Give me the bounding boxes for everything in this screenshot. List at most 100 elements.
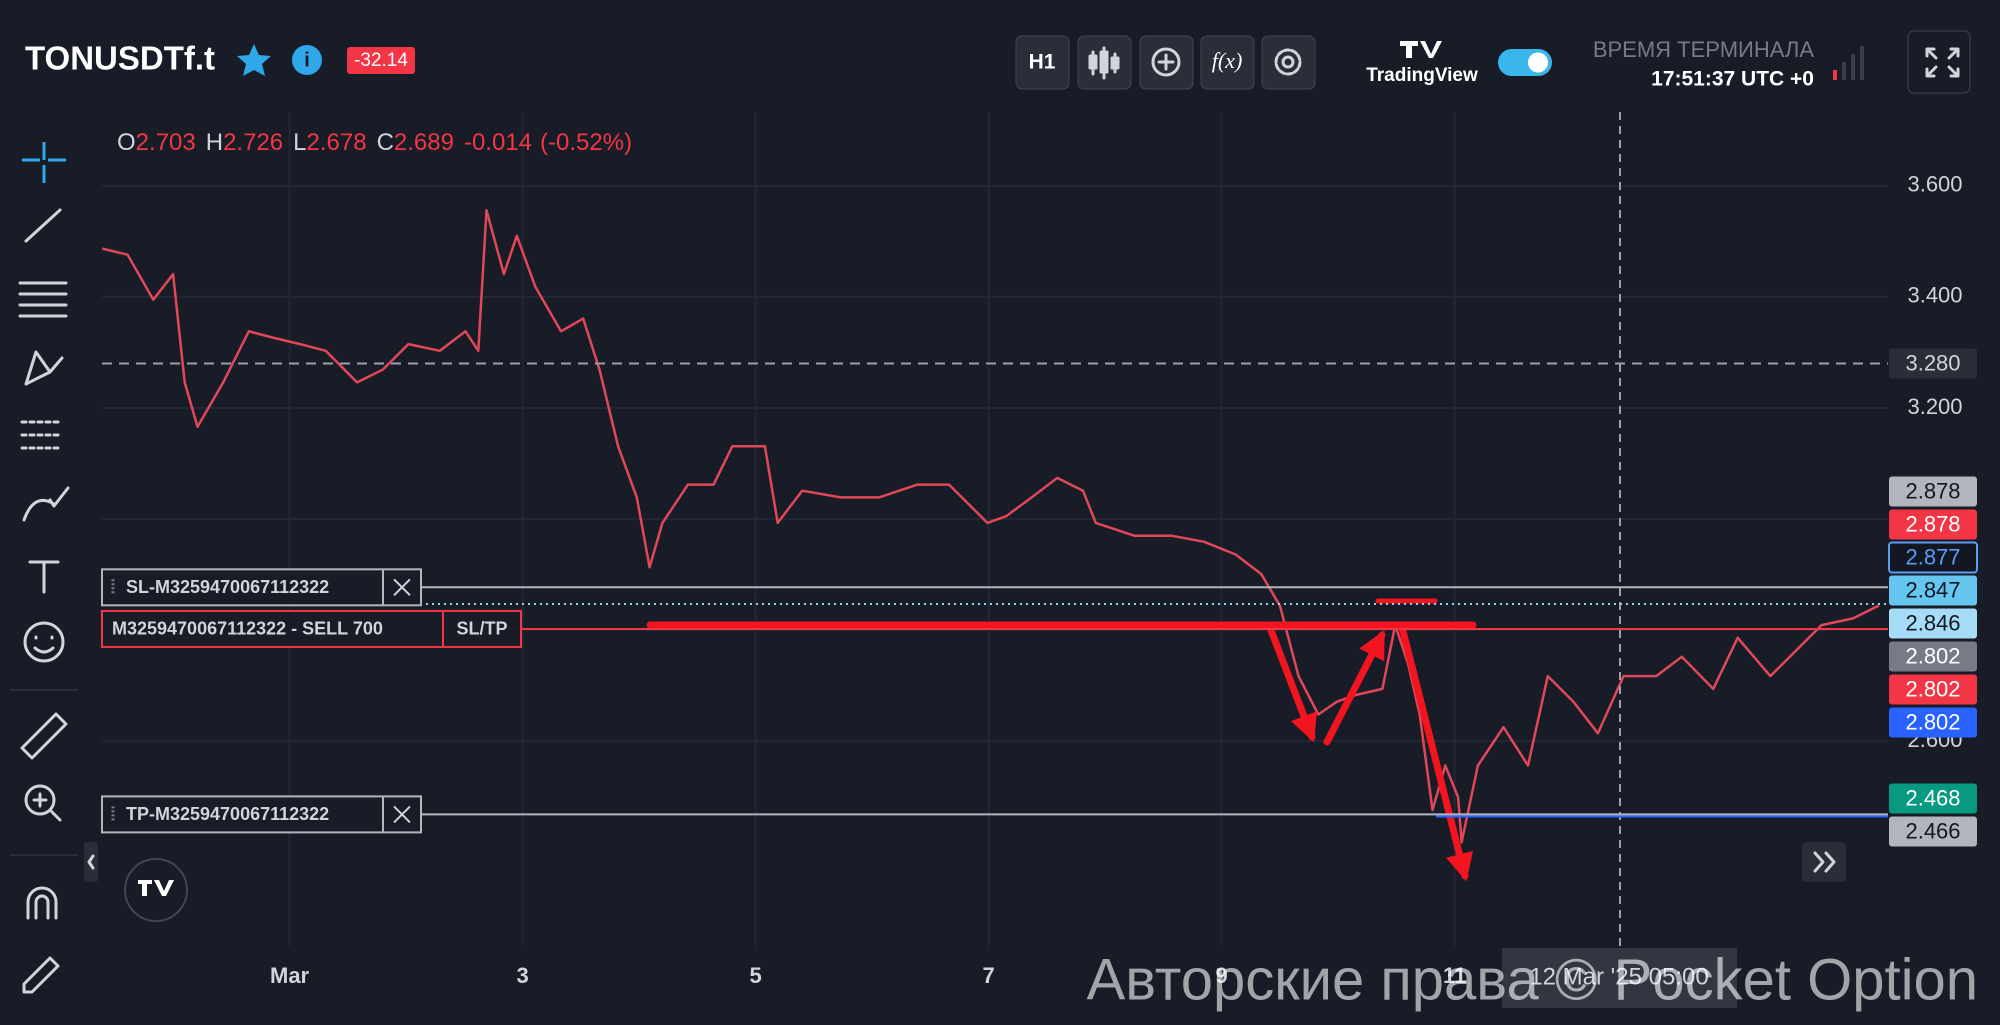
tv-logo bbox=[138, 880, 174, 896]
settings-icon-core bbox=[1281, 55, 1295, 69]
ohlc-legend: O2.703 H2.726 L2.678 C2.689 -0.014 (-0.52%) bbox=[117, 129, 632, 156]
price-tag-label: 2.878 bbox=[1905, 478, 1960, 503]
magnet-tool[interactable] bbox=[26, 886, 58, 920]
tv-logo-button[interactable] bbox=[124, 858, 188, 922]
collapse-arrow bbox=[87, 854, 95, 870]
crosshair-tool[interactable] bbox=[22, 142, 66, 183]
lock-tool[interactable] bbox=[22, 956, 60, 994]
y-tick-label: 3.600 bbox=[1907, 172, 1962, 197]
price-tag-label: 3.280 bbox=[1905, 350, 1960, 375]
price-tag bbox=[1889, 641, 1977, 672]
order-box[interactable] bbox=[101, 795, 422, 834]
ruler-tool[interactable] bbox=[20, 712, 68, 760]
timeframe: H1 bbox=[1029, 51, 1056, 74]
collapse-toolbar[interactable] bbox=[84, 842, 98, 882]
order-box[interactable] bbox=[101, 609, 444, 648]
toolbar-buttons: H1 f(x) bbox=[1015, 35, 1316, 90]
order-action: SL/TP bbox=[456, 619, 507, 639]
terminal-time: 17:51:37 UTC +0 bbox=[1651, 68, 1814, 91]
price-tag bbox=[1888, 541, 1978, 574]
text-tool[interactable] bbox=[28, 560, 60, 594]
y-tick-label: 3.200 bbox=[1907, 394, 1962, 419]
pattern-tool[interactable] bbox=[24, 350, 64, 386]
favorite-star[interactable] bbox=[237, 44, 271, 76]
ohlc-key: L bbox=[293, 129, 306, 156]
x-tick-label: 9 bbox=[1215, 963, 1227, 988]
crosshair-time-box bbox=[1502, 948, 1737, 1008]
symbol[interactable]: TONUSDTf.t bbox=[25, 40, 215, 77]
close-icon[interactable] bbox=[393, 805, 411, 824]
price-tag-label: 2.878 bbox=[1905, 511, 1960, 536]
fib-tool[interactable] bbox=[18, 281, 68, 318]
terminal-time-label: ВРЕМЯ ТЕРМИНАЛА bbox=[1593, 37, 1815, 62]
price-tag-label: 2.468 bbox=[1905, 785, 1960, 810]
price-tag bbox=[1889, 509, 1977, 540]
overlay: SL-M3259470067112322 M3259470067112322 - … bbox=[101, 348, 1978, 847]
annotation-arrow bbox=[1323, 630, 1386, 746]
emoji-face bbox=[33, 635, 55, 654]
emoji-tool[interactable] bbox=[23, 621, 65, 663]
x-tick-label: Mar bbox=[270, 963, 310, 988]
price-line bbox=[102, 209, 1880, 844]
scroll-right-icon bbox=[1813, 851, 1836, 873]
price-tag bbox=[1889, 816, 1977, 847]
x-tick-label: 7 bbox=[982, 963, 994, 988]
indicators-icon: f(x) bbox=[1212, 48, 1243, 73]
info-glyph: i bbox=[304, 49, 310, 71]
change-badge-text: -32.14 bbox=[354, 50, 408, 71]
x-tick-label: 3 bbox=[516, 963, 528, 988]
drawing-toolbar bbox=[10, 142, 98, 994]
settings-icon bbox=[1274, 48, 1302, 76]
ohlc-value: 2.678 bbox=[307, 129, 367, 156]
close-icon[interactable] bbox=[393, 578, 411, 597]
order-action-box[interactable] bbox=[442, 609, 522, 648]
ohlc-key: O bbox=[117, 129, 136, 156]
annotations bbox=[646, 598, 1477, 882]
price-tag bbox=[1889, 783, 1977, 814]
price-tag bbox=[1889, 707, 1977, 738]
plot bbox=[102, 209, 1880, 844]
header bbox=[0, 0, 2000, 112]
add-icon-cross bbox=[1157, 53, 1175, 71]
price-tag bbox=[1889, 608, 1977, 639]
ohlc-value: 2.689 bbox=[394, 129, 454, 156]
order-label: TP-M3259470067112322 bbox=[126, 804, 329, 824]
order-label: M3259470067112322 - SELL 700 bbox=[112, 619, 383, 639]
ohlc-key: H bbox=[206, 129, 223, 156]
candles-icon bbox=[1088, 46, 1120, 80]
price-tag bbox=[1889, 348, 1977, 379]
y-tick-label: 3.400 bbox=[1907, 283, 1962, 308]
zoom-tool[interactable] bbox=[24, 784, 56, 816]
signal-icon bbox=[1833, 46, 1864, 80]
price-tag bbox=[1889, 575, 1977, 606]
toggle-knob bbox=[1528, 52, 1548, 73]
watermark: Авторские права © Pocket Option bbox=[1087, 947, 1978, 1012]
price-tag bbox=[1889, 674, 1977, 705]
annotation-arrow bbox=[1399, 627, 1474, 882]
ohlc-change: -0.014 bbox=[464, 129, 532, 156]
price-tag-label: 2.466 bbox=[1905, 818, 1960, 843]
order-box[interactable] bbox=[101, 568, 422, 607]
change-badge bbox=[347, 47, 415, 74]
info-icon[interactable] bbox=[292, 45, 322, 75]
price-tag-label: 2.802 bbox=[1905, 676, 1960, 701]
x-tick-label: 11 bbox=[1443, 963, 1466, 988]
tradingview-logo bbox=[1400, 41, 1442, 58]
brush-tool[interactable] bbox=[22, 486, 70, 522]
projection-tool[interactable] bbox=[20, 420, 64, 450]
price-tag-label: 2.802 bbox=[1905, 709, 1960, 734]
price-tag-label: 2.877 bbox=[1905, 544, 1960, 569]
zoom-plus bbox=[32, 792, 62, 822]
fullscreen-button[interactable] bbox=[1907, 30, 1971, 94]
indicators-button[interactable] bbox=[1200, 35, 1255, 90]
timeframe-button[interactable] bbox=[1015, 35, 1070, 90]
price-tag-label: 2.802 bbox=[1905, 643, 1960, 668]
brand: TradingView bbox=[1366, 65, 1478, 86]
price-tag-label: 2.846 bbox=[1905, 610, 1960, 635]
price-tag bbox=[1889, 476, 1977, 507]
settings-button[interactable] bbox=[1261, 35, 1316, 90]
trendline-tool[interactable] bbox=[24, 208, 62, 243]
